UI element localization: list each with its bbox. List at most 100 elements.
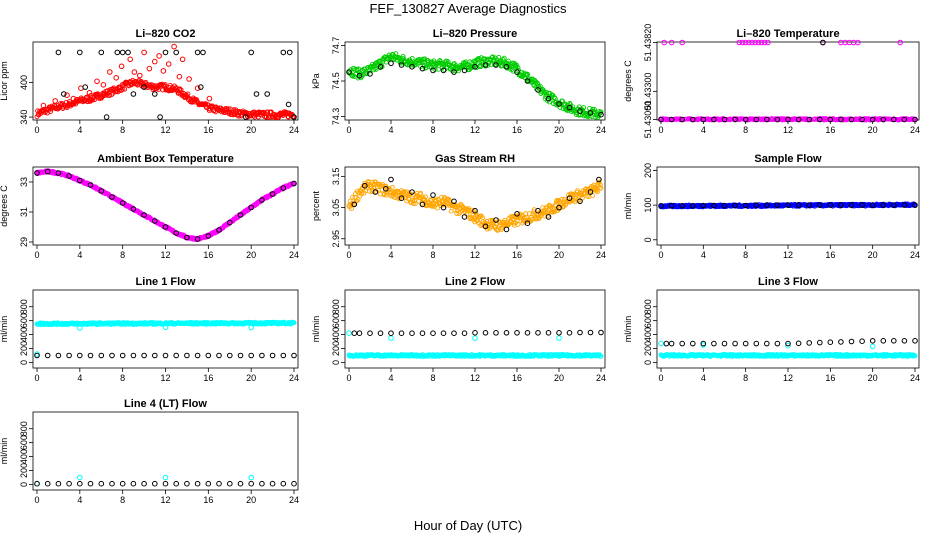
data-point — [577, 329, 583, 336]
data-point — [280, 480, 287, 487]
data-point — [131, 69, 138, 75]
x-tick-label: 24 — [596, 250, 606, 260]
plot-frame — [656, 41, 920, 121]
data-point — [806, 202, 813, 208]
data-point — [806, 340, 813, 346]
data-point — [472, 64, 478, 70]
y-tick-label: 800 — [19, 299, 29, 314]
data-point — [119, 49, 126, 56]
data-point — [584, 193, 590, 199]
y-axis-label: degrees C — [0, 185, 9, 227]
data-point — [52, 98, 59, 104]
data-point — [501, 219, 507, 225]
data-point — [157, 114, 163, 120]
data-point — [165, 61, 172, 67]
series-orange-1 — [346, 178, 604, 233]
data-point — [478, 223, 484, 228]
series-green-1 — [346, 51, 604, 120]
data-point — [700, 340, 707, 347]
data-point — [152, 352, 158, 359]
data-point — [785, 116, 791, 123]
data-point — [827, 116, 834, 123]
x-tick-label: 12 — [783, 250, 793, 260]
data-point — [440, 330, 447, 337]
data-point — [77, 177, 83, 184]
data-point — [388, 335, 394, 341]
data-point — [178, 87, 184, 93]
y-tick-label: 400 — [643, 327, 653, 342]
x-tick-label: 20 — [246, 125, 256, 135]
data-point — [243, 114, 249, 120]
data-point — [752, 39, 759, 46]
data-point — [205, 352, 212, 359]
data-point — [753, 116, 760, 123]
data-point — [746, 39, 752, 46]
data-point — [732, 116, 738, 123]
x-tick-label: 0 — [346, 250, 351, 260]
y-tick-label: 200 — [19, 463, 29, 478]
data-point — [545, 95, 552, 102]
x-tick-label: 0 — [346, 125, 351, 135]
data-point — [70, 95, 77, 102]
data-point — [891, 116, 897, 123]
data-point — [410, 201, 416, 207]
y-tick-label: 74.5 — [331, 72, 341, 90]
y-tick-label: 600 — [19, 435, 29, 450]
panel-9: Line 3 Flow ml/min 0 4 8 12 16 20 24 0 20040060080… — [623, 276, 920, 383]
data-point — [869, 202, 876, 208]
data-point — [362, 182, 368, 189]
data-point — [398, 330, 405, 337]
data-point — [253, 91, 260, 97]
data-point — [422, 197, 428, 203]
series-black-3 — [351, 329, 604, 337]
data-point — [377, 64, 384, 70]
data-point — [594, 189, 600, 195]
data-point — [514, 211, 520, 217]
data-point — [679, 340, 686, 347]
panel-title: Ambient Box Temperature — [97, 153, 234, 165]
data-point — [388, 60, 394, 67]
x-tick-label: 4 — [388, 125, 393, 135]
x-tick-label: 16 — [825, 373, 835, 383]
y-tick-label: 400 — [19, 327, 29, 342]
data-point — [764, 340, 770, 347]
data-point — [194, 85, 201, 91]
panel-title: Line 2 Flow — [445, 276, 505, 288]
data-point — [524, 220, 531, 226]
plot-area — [658, 201, 918, 210]
panel-6: Sample Flow ml/min 0 4 8 12 16 20 24 0 100 200 — [623, 153, 920, 260]
data-point — [122, 86, 128, 92]
data-point — [66, 352, 72, 359]
data-point — [280, 49, 287, 56]
series-black-2 — [346, 60, 604, 118]
data-point — [658, 116, 664, 123]
x-tick-label: 20 — [246, 250, 256, 260]
data-point — [859, 116, 865, 123]
data-point — [761, 39, 768, 46]
data-point — [346, 69, 352, 75]
data-point — [552, 209, 558, 214]
data-point — [525, 71, 531, 77]
data-point — [194, 49, 201, 56]
data-point — [597, 184, 603, 190]
data-point — [476, 55, 482, 61]
data-point — [61, 91, 67, 97]
x-tick-label: 20 — [868, 373, 878, 383]
data-point — [587, 110, 594, 116]
data-point — [567, 101, 573, 107]
data-point — [409, 55, 415, 61]
plot-area — [346, 51, 604, 120]
data-point — [591, 107, 597, 112]
data-point — [269, 480, 276, 487]
y-axis-label: ml/min — [623, 316, 633, 343]
data-point — [785, 340, 791, 347]
panel-1: Li–820 CO2 Licor ppm 0 4 8 12 16 20 24 340 400 — [0, 28, 299, 135]
x-tick-label: 0 — [346, 373, 351, 383]
x-tick-label: 16 — [512, 125, 522, 135]
y-tick-label: 600 — [19, 313, 29, 328]
data-point — [661, 39, 668, 46]
x-tick-label: 8 — [430, 125, 435, 135]
data-point — [286, 49, 293, 56]
data-point — [817, 116, 823, 123]
data-point — [891, 338, 897, 344]
